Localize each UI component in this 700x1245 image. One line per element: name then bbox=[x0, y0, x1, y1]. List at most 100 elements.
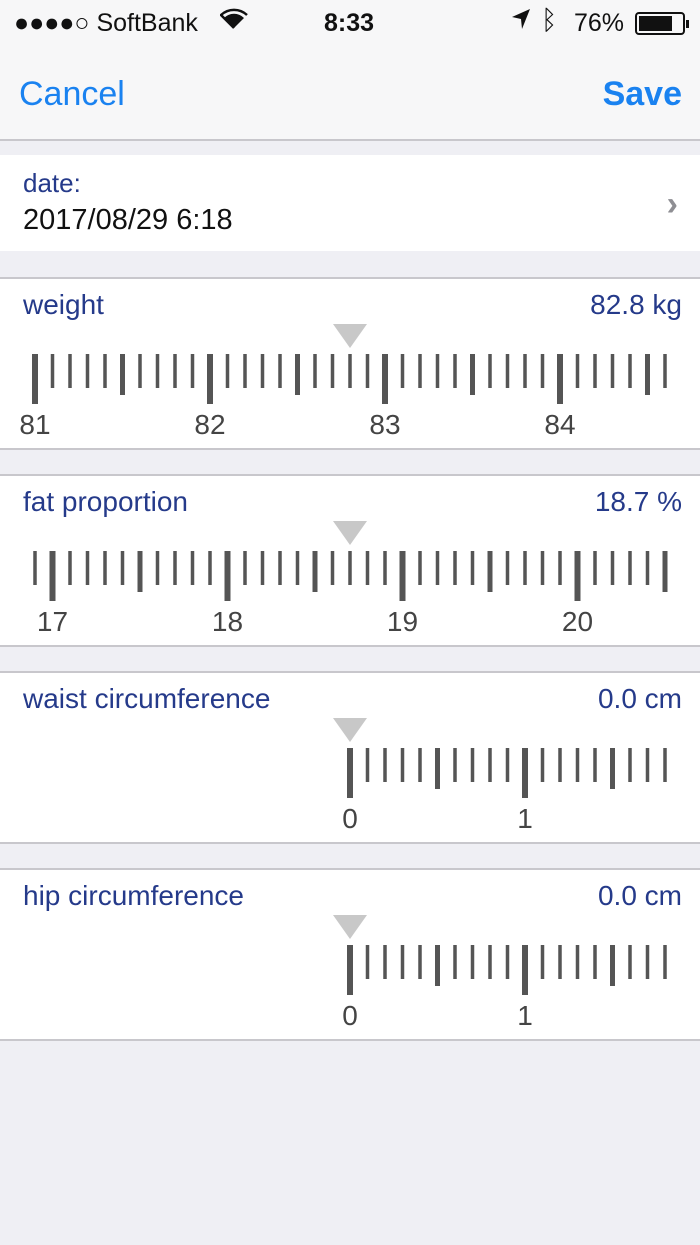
tick-label: 20 bbox=[562, 606, 593, 637]
minor-tick bbox=[208, 551, 212, 585]
tick-label: 17 bbox=[37, 606, 68, 637]
tick-label: 82 bbox=[194, 409, 225, 440]
pointer-triangle-icon bbox=[333, 915, 367, 939]
tick-label: 1 bbox=[517, 803, 533, 834]
minor-tick bbox=[173, 354, 177, 388]
minor-tick bbox=[558, 945, 562, 979]
minor-tick bbox=[662, 551, 668, 592]
minor-tick bbox=[260, 354, 265, 388]
status-bar: ●●●●○ SoftBank 8:33 ᛒ 76% bbox=[0, 0, 700, 48]
fat-proportion-card: fat proportion 18.7 % 17 18 19 20 bbox=[0, 474, 700, 647]
fat-proportion-ruler-slider[interactable]: 17 18 19 20 bbox=[0, 476, 700, 646]
minor-tick bbox=[645, 551, 650, 585]
minor-tick bbox=[190, 354, 195, 388]
minor-tick bbox=[225, 354, 230, 388]
minor-tick bbox=[295, 354, 300, 395]
major-tick bbox=[347, 945, 353, 995]
minor-tick bbox=[243, 551, 247, 585]
minor-tick bbox=[505, 945, 510, 979]
minor-tick bbox=[575, 354, 580, 388]
tick-label: 0 bbox=[342, 803, 358, 834]
measurement-value: 82.8 kg bbox=[590, 289, 682, 320]
minor-tick bbox=[383, 748, 387, 782]
minor-tick bbox=[120, 551, 125, 585]
major-tick bbox=[522, 748, 528, 798]
minor-tick bbox=[645, 945, 650, 979]
minor-tick bbox=[470, 551, 475, 585]
minor-tick bbox=[137, 551, 143, 592]
minor-tick bbox=[663, 748, 667, 782]
major-tick bbox=[557, 354, 563, 404]
measurement-value: 0.0 cm bbox=[597, 880, 682, 911]
minor-tick bbox=[383, 945, 387, 979]
minor-tick bbox=[523, 354, 527, 388]
minor-tick bbox=[453, 354, 457, 388]
minor-tick bbox=[593, 354, 597, 388]
minor-tick bbox=[173, 551, 177, 585]
weight-ruler-slider[interactable]: 81 82 83 84 bbox=[0, 279, 700, 449]
minor-tick bbox=[435, 354, 440, 388]
minor-tick bbox=[610, 354, 615, 388]
minor-tick bbox=[278, 551, 282, 585]
major-tick bbox=[224, 551, 231, 601]
minor-tick bbox=[523, 551, 527, 585]
minor-tick bbox=[383, 551, 387, 585]
minor-tick bbox=[593, 748, 597, 782]
minor-tick bbox=[33, 551, 37, 585]
minor-tick bbox=[453, 551, 457, 585]
minor-tick bbox=[487, 551, 493, 592]
minor-tick bbox=[435, 945, 440, 986]
minor-tick bbox=[418, 354, 422, 388]
minor-tick bbox=[453, 748, 457, 782]
tick-label: 1 bbox=[517, 1000, 533, 1031]
minor-tick bbox=[348, 354, 352, 388]
minor-tick bbox=[540, 354, 545, 388]
minor-tick bbox=[243, 354, 247, 388]
minor-tick bbox=[155, 551, 160, 585]
tick-label: 83 bbox=[369, 409, 400, 440]
minor-tick bbox=[330, 354, 335, 388]
tick-label: 84 bbox=[544, 409, 575, 440]
minor-tick bbox=[575, 748, 580, 782]
minor-tick bbox=[50, 354, 55, 388]
minor-tick bbox=[593, 551, 597, 585]
measurement-label: waist circumference bbox=[23, 683, 271, 714]
minor-tick bbox=[138, 354, 142, 388]
minor-tick bbox=[663, 354, 667, 388]
minor-tick bbox=[278, 354, 282, 388]
minor-tick bbox=[575, 945, 580, 979]
major-tick bbox=[207, 354, 213, 404]
save-button[interactable]: Save bbox=[602, 75, 682, 113]
chevron-right-icon: › bbox=[666, 185, 678, 223]
minor-tick bbox=[435, 551, 440, 585]
minor-tick bbox=[103, 551, 107, 585]
minor-tick bbox=[610, 551, 615, 585]
major-tick bbox=[522, 945, 528, 995]
minor-tick bbox=[435, 748, 440, 789]
bluetooth-icon: ᛒ bbox=[541, 5, 558, 35]
minor-tick bbox=[645, 748, 650, 782]
date-row[interactable]: date: 2017/08/29 6:18 › bbox=[0, 155, 700, 251]
navigation-bar: Cancel Save bbox=[0, 48, 700, 141]
measurement-label: weight bbox=[23, 289, 104, 320]
major-tick bbox=[399, 551, 406, 601]
minor-tick bbox=[348, 551, 352, 585]
major-tick bbox=[382, 354, 388, 404]
carrier: ●●●●○ SoftBank bbox=[14, 9, 198, 37]
minor-tick bbox=[505, 354, 510, 388]
tick-label: 19 bbox=[387, 606, 418, 637]
tick-label: 81 bbox=[19, 409, 50, 440]
minor-tick bbox=[68, 551, 72, 585]
location-arrow-icon bbox=[510, 7, 532, 38]
minor-tick bbox=[400, 748, 405, 782]
cancel-button[interactable]: Cancel bbox=[19, 75, 125, 113]
minor-tick bbox=[488, 748, 492, 782]
minor-tick bbox=[295, 551, 300, 585]
measurement-value: 0.0 cm bbox=[597, 683, 682, 714]
minor-tick bbox=[85, 551, 90, 585]
minor-tick bbox=[645, 354, 650, 395]
minor-tick bbox=[155, 354, 160, 388]
